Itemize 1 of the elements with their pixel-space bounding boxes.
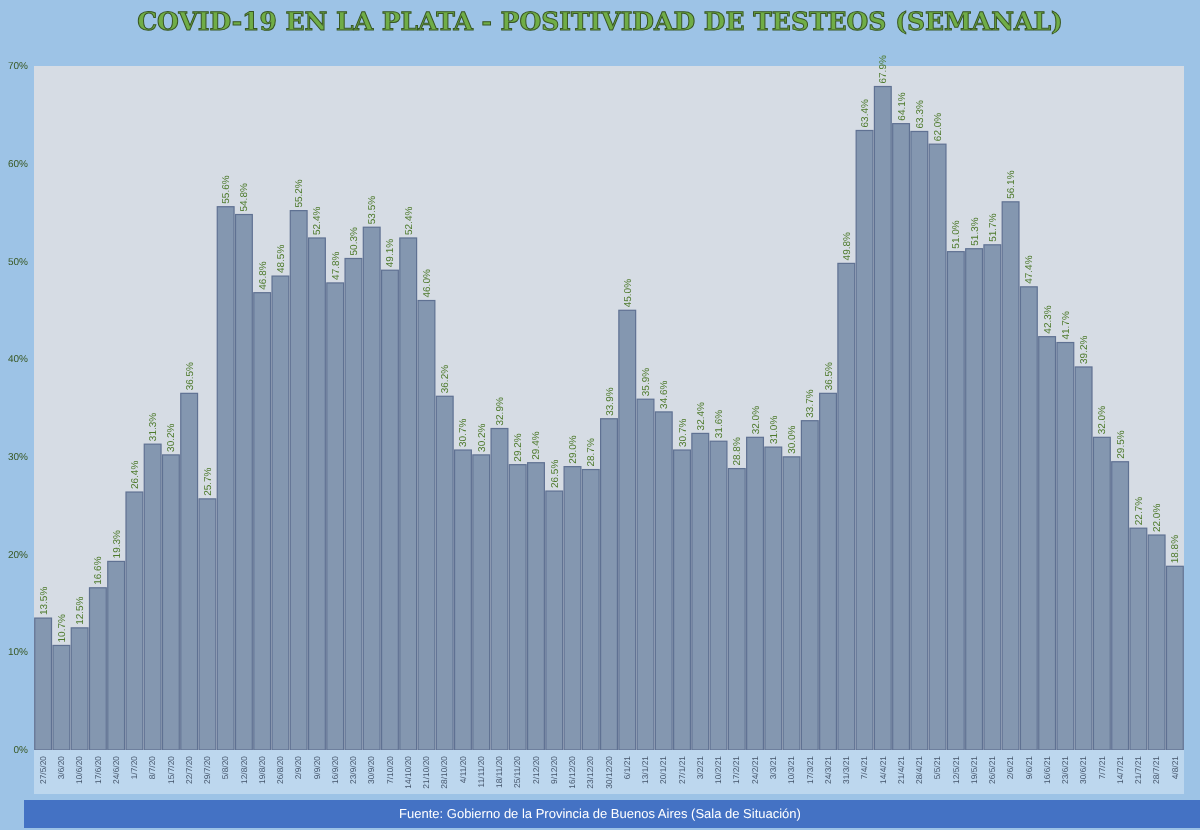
chart-title: COVID-19 EN LA PLATA - POSITIVIDAD DE TESTEOS (SEMANAL) <box>137 6 1063 36</box>
